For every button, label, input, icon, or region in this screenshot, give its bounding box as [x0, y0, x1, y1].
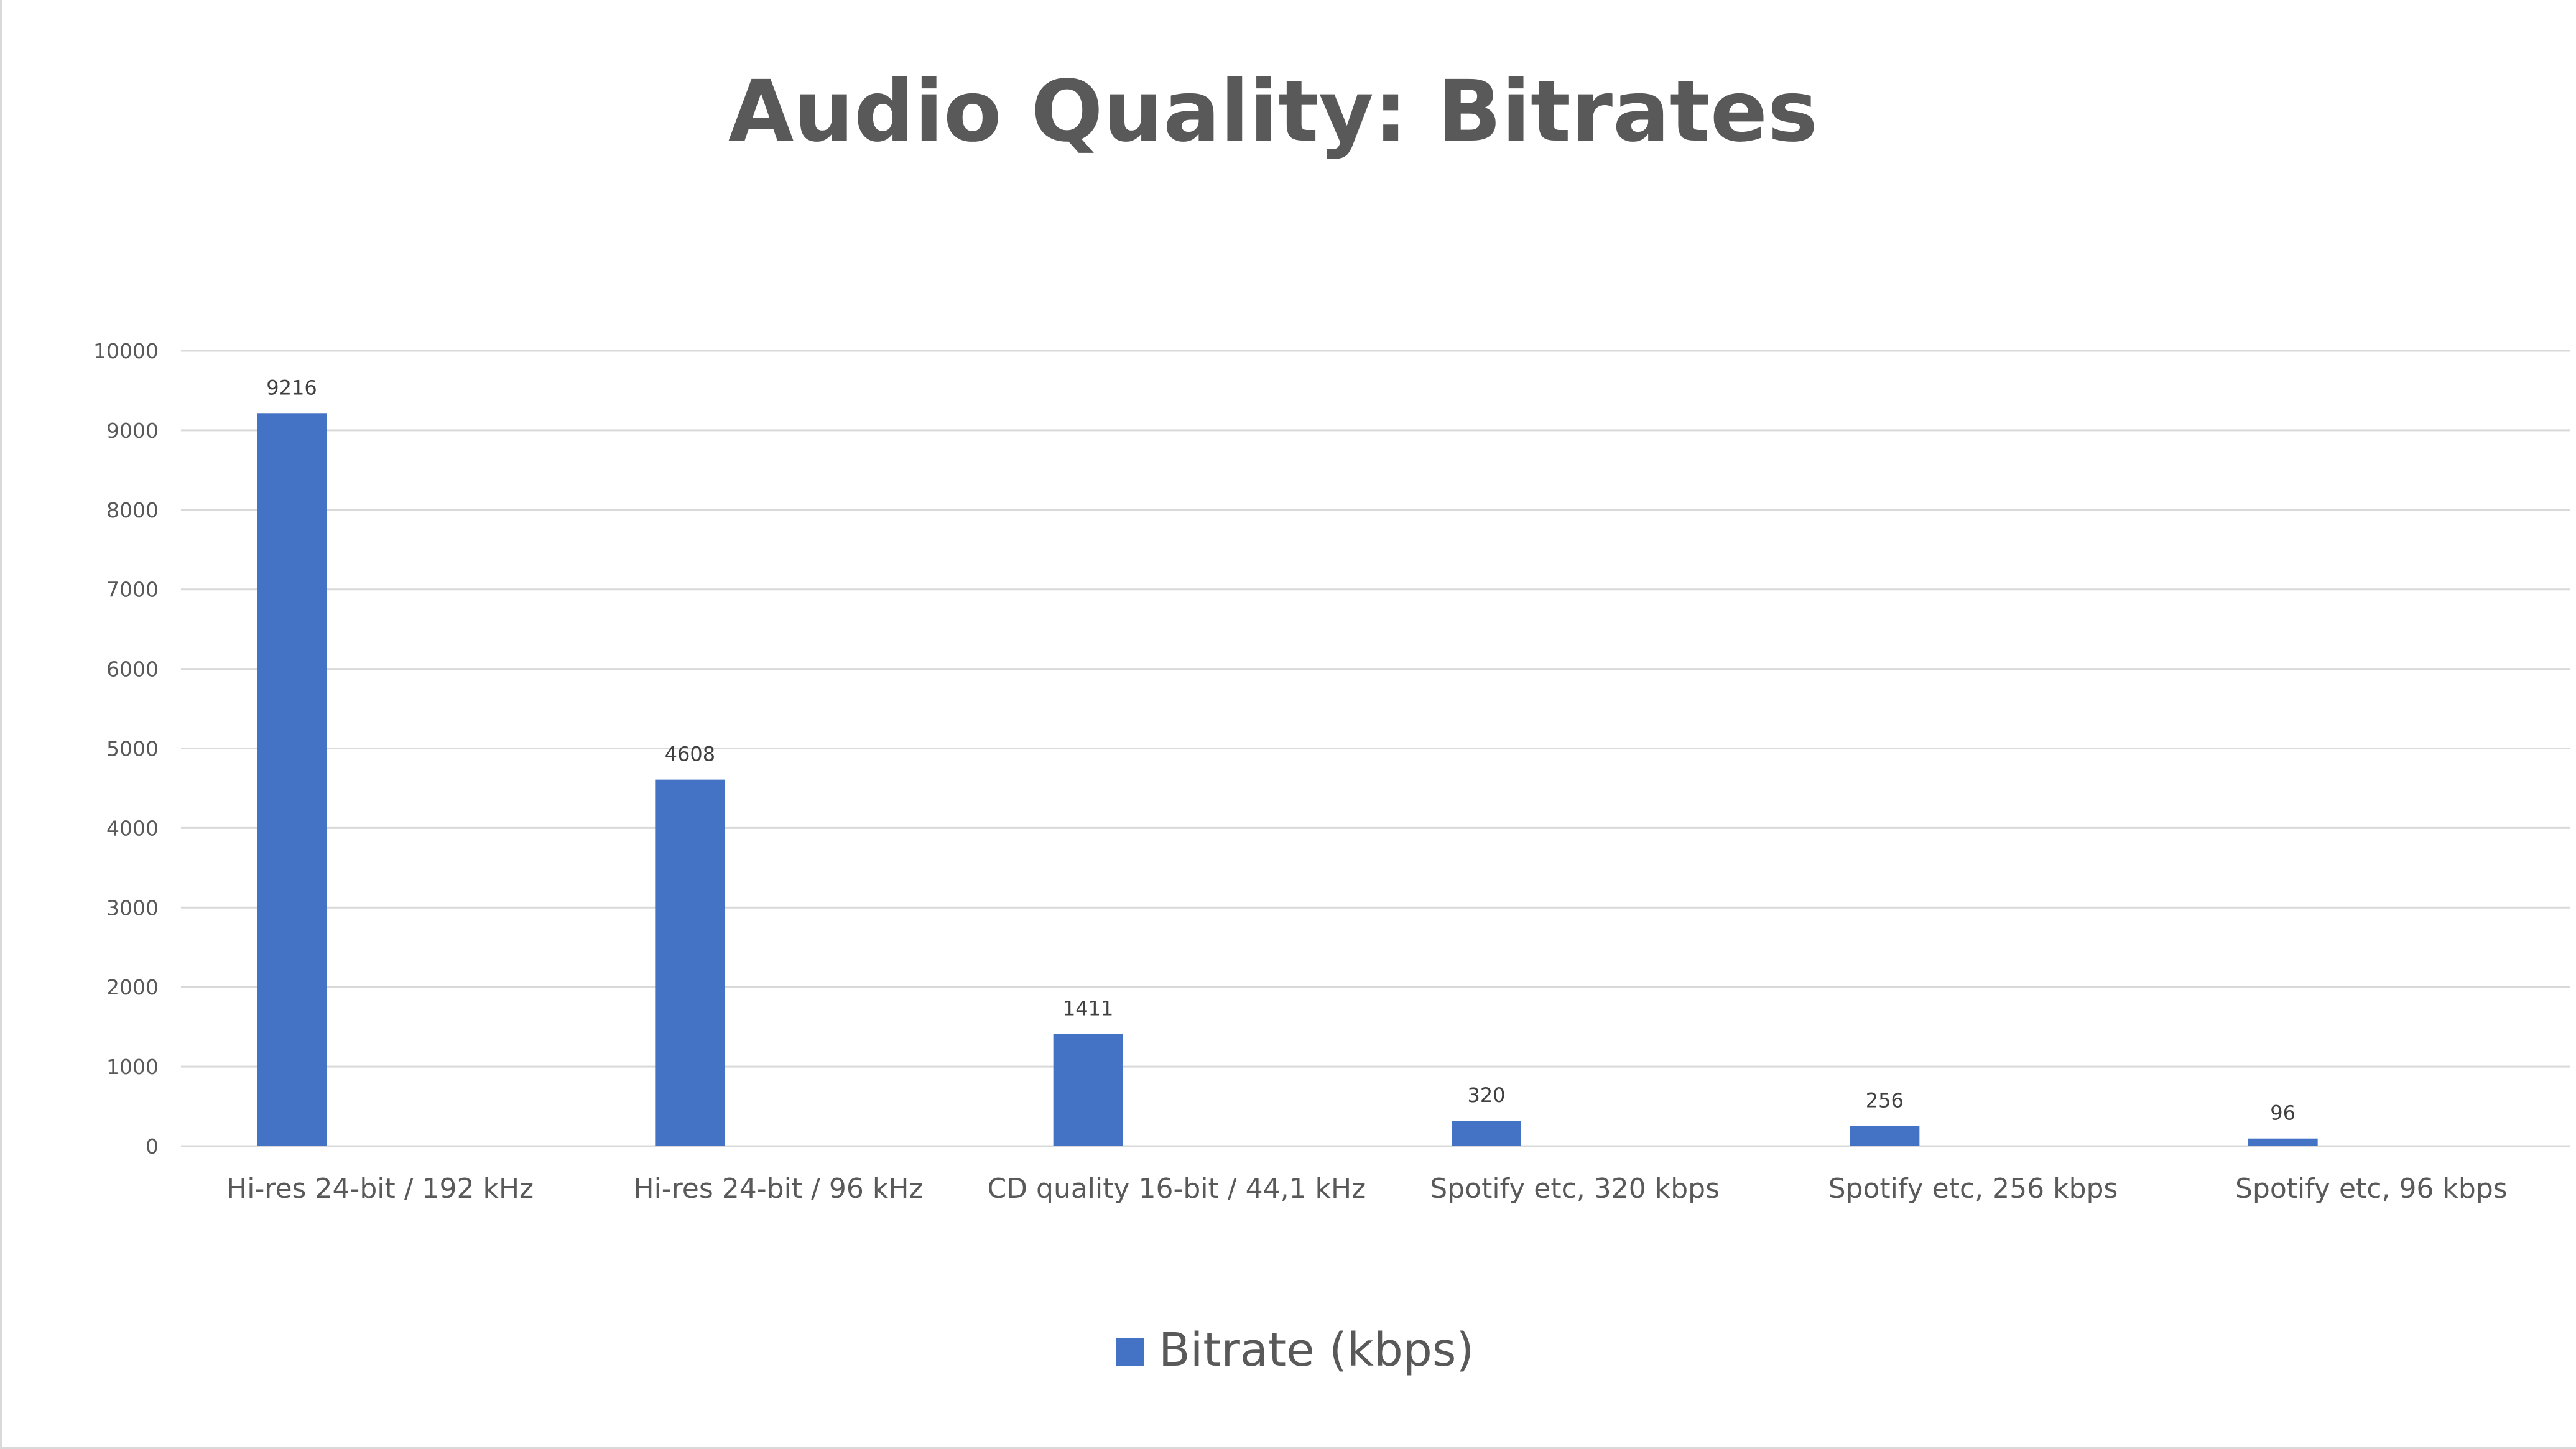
data-label: 256	[1866, 1088, 1904, 1112]
bar	[655, 779, 725, 1146]
y-tick-label: 2000	[106, 975, 159, 999]
y-axis-tick-labels: 0 1000 2000 3000 4000 5000 6000 7000 8000 9000 100…	[93, 339, 159, 1159]
y-tick-label: 7000	[106, 578, 159, 602]
data-label: 1411	[1063, 997, 1113, 1021]
bar	[1452, 1121, 1521, 1146]
y-tick-label: 6000	[106, 657, 159, 682]
y-tick-label: 10000	[93, 339, 159, 363]
data-label: 9216	[266, 376, 317, 399]
x-category-label: Hi-res 24-bit / 96 kHz	[634, 1173, 924, 1205]
x-axis-category-labels: Hi-res 24-bit / 192 kHz Hi-res 24-bit / 9…	[226, 1173, 2508, 1205]
data-labels: 9216 4608 1411 320 256 96	[266, 376, 2296, 1124]
y-tick-label: 9000	[106, 419, 159, 443]
x-category-label: CD quality 16-bit / 44,1 kHz	[987, 1173, 1366, 1205]
bar	[2248, 1138, 2318, 1146]
bar	[257, 413, 327, 1146]
x-category-label: Spotify etc, 256 kbps	[1828, 1173, 2118, 1205]
data-label: 4608	[665, 743, 715, 766]
y-tick-label: 4000	[106, 816, 159, 840]
bars	[257, 413, 2318, 1146]
legend: Bitrate (kbps)	[1116, 1323, 1474, 1377]
y-tick-label: 8000	[106, 498, 159, 522]
legend-swatch	[1116, 1338, 1144, 1366]
x-category-label: Spotify etc, 96 kbps	[2235, 1173, 2508, 1205]
y-tick-label: 0	[146, 1134, 159, 1159]
x-category-label: Hi-res 24-bit / 192 kHz	[226, 1173, 534, 1205]
x-category-label: Spotify etc, 320 kbps	[1430, 1173, 1720, 1205]
legend-label: Bitrate (kbps)	[1159, 1323, 1474, 1377]
bar	[1850, 1126, 1920, 1146]
gridlines	[181, 350, 2570, 1147]
data-label: 96	[2270, 1101, 2296, 1125]
y-tick-label: 5000	[106, 737, 159, 761]
data-label: 320	[1467, 1083, 1505, 1107]
y-tick-label: 3000	[106, 896, 159, 920]
y-tick-label: 1000	[106, 1055, 159, 1079]
chart-title: Audio Quality: Bitrates	[728, 63, 1818, 161]
bar	[1053, 1034, 1123, 1146]
